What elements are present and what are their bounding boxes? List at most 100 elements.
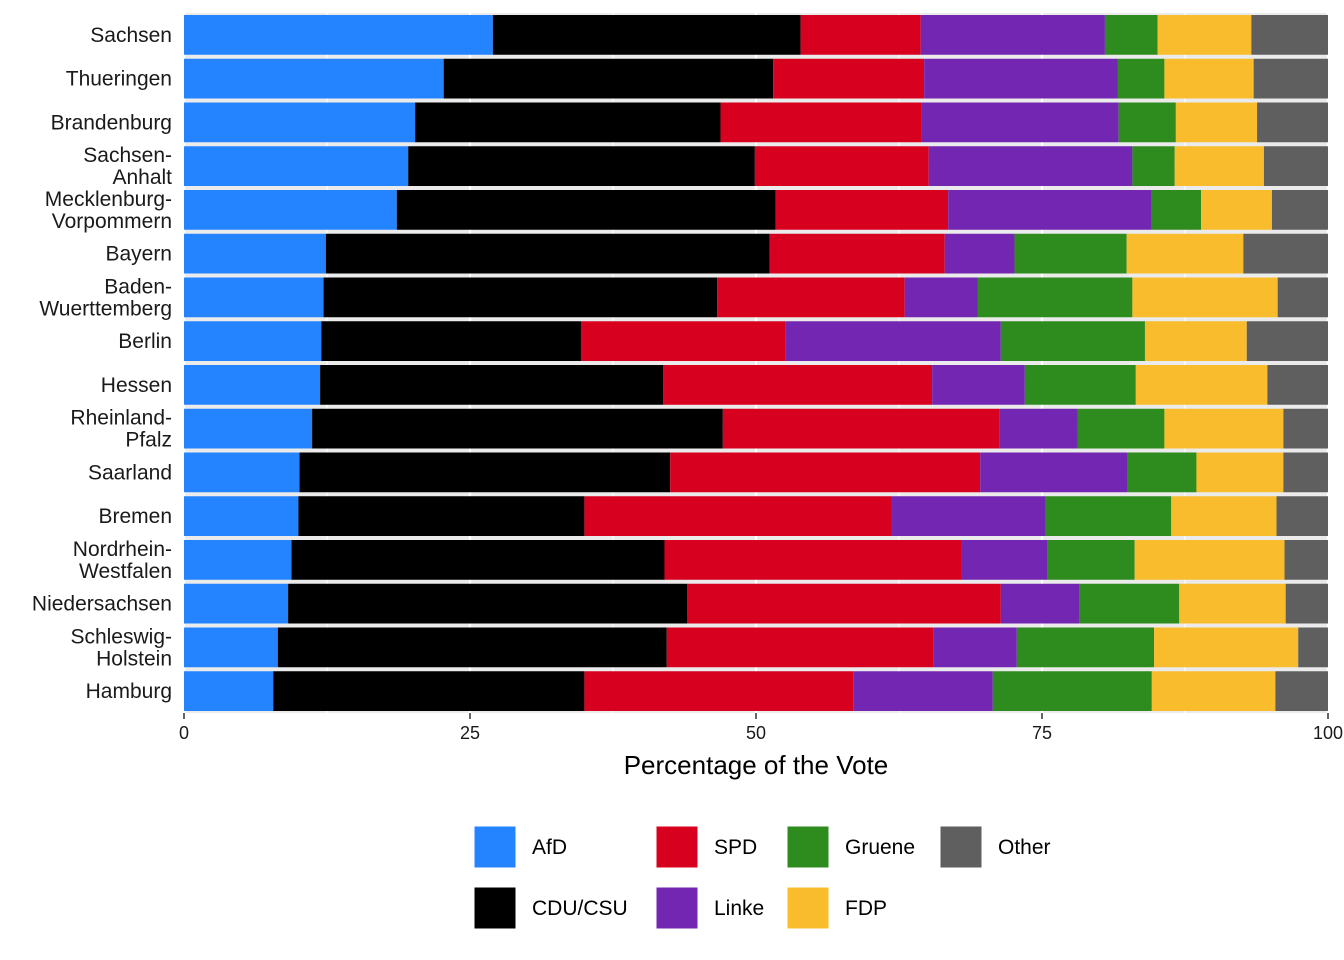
bar-segment-fdp [1151, 671, 1276, 711]
bar-segment-afd [184, 58, 444, 99]
bar-segment-cdu-csu [408, 146, 755, 186]
bar-segment-linke [932, 365, 1025, 405]
bar-segment-other [1276, 496, 1328, 536]
x-tick-label: 0 [179, 723, 189, 743]
bar-segment-spd [722, 408, 1000, 449]
bar-segment-other [1283, 408, 1328, 449]
bar-segment-gruene [977, 277, 1133, 318]
bar-segment-spd [663, 365, 933, 405]
x-tick-label: 50 [746, 723, 766, 743]
bar-segment-afd [184, 146, 409, 186]
bar-segment-afd [184, 540, 292, 580]
bar-segment-other [1277, 277, 1328, 318]
legend-swatch [786, 825, 830, 869]
legend-swatch [473, 825, 517, 869]
bar-segment-afd [184, 583, 289, 624]
bar-segment-spd [775, 190, 949, 230]
bar-segment-gruene [1127, 452, 1197, 493]
bar-segment-spd [584, 496, 891, 536]
bar-segment-other [1246, 321, 1328, 361]
bars [184, 15, 1328, 711]
bar-segment-cdu-csu [312, 408, 723, 449]
bar-segment-cdu-csu [299, 452, 671, 493]
bar-segment-gruene [1024, 365, 1136, 405]
bar-segment-linke [924, 58, 1118, 99]
bar-segment-other [1271, 190, 1328, 230]
plot-panel [182, 13, 1330, 713]
legend-swatch [655, 825, 699, 869]
bar-segment-afd [184, 365, 321, 405]
bar-segment-other [1275, 671, 1328, 711]
bar-segment-cdu-csu [325, 233, 770, 274]
bar-segment-other [1285, 583, 1328, 624]
bar-segment-afd [184, 102, 416, 143]
bar-segment-linke [948, 190, 1152, 230]
bar-segment-cdu-csu [277, 627, 667, 668]
legend-label: Other [998, 836, 1051, 859]
bar-segment-afd [184, 671, 274, 711]
bar-segment-fdp [1164, 58, 1254, 99]
bar-segment-gruene [1118, 102, 1176, 143]
bar-segment-spd [773, 58, 925, 99]
bar-segment-cdu-csu [298, 496, 585, 536]
bar-segment-spd [584, 671, 854, 711]
legend-item-gruene: Gruene [786, 825, 915, 869]
x-tick-label: 75 [1032, 723, 1052, 743]
bar-segment-gruene [992, 671, 1152, 711]
bar-segment-gruene [1104, 15, 1158, 55]
bar-segment-linke [853, 671, 993, 711]
bar-segment-afd [184, 496, 299, 536]
bar-segment-fdp [1135, 365, 1268, 405]
bar-segment-afd [184, 233, 326, 274]
bar-segment-other [1243, 233, 1328, 274]
bar-segment-linke [928, 146, 1133, 186]
bar-segment-cdu-csu [492, 15, 801, 55]
legend-item-other: Other [939, 825, 1051, 869]
bar-segment-spd [580, 321, 786, 361]
bar-segment-other [1263, 146, 1328, 186]
bar-segment-cdu-csu [323, 277, 718, 318]
state-label: Anhalt [112, 166, 172, 189]
bar-segment-cdu-csu [415, 102, 721, 143]
bar-segment-gruene [1132, 146, 1175, 186]
bar-segment-afd [184, 277, 324, 318]
legend-label: AfD [532, 836, 567, 859]
bar-segment-fdp [1175, 102, 1258, 143]
bar-segment-other [1284, 540, 1328, 580]
bar-segment-fdp [1134, 540, 1285, 580]
bar-segment-cdu-csu [291, 540, 665, 580]
legend-item-fdp: FDP [786, 886, 887, 930]
state-label: Bremen [98, 505, 172, 528]
legend: AfD CDU/CSU SPD Linke Gruene FDP Other [473, 825, 1051, 930]
bar-segment-spd [717, 277, 905, 318]
bar-segment-linke [980, 452, 1128, 493]
bar-segment-gruene [1077, 408, 1165, 449]
bar-segment-other [1253, 58, 1328, 99]
state-label: Niedersachsen [32, 593, 172, 616]
bar-segment-spd [666, 627, 934, 668]
state-label: Brandenburg [51, 111, 172, 134]
bar-segment-cdu-csu [288, 583, 688, 624]
bar-segment-afd [184, 321, 322, 361]
legend-item-afd: AfD [473, 825, 567, 869]
bar-segment-gruene [1047, 540, 1135, 580]
bar-segment-fdp [1179, 583, 1286, 624]
legend-item-linke: Linke [655, 886, 764, 930]
state-label: Bayern [105, 243, 172, 266]
bar-segment-spd [800, 15, 921, 55]
state-label: Holstein [96, 647, 172, 670]
legend-swatch [786, 886, 830, 930]
state-label: Schleswig- [70, 625, 172, 648]
bar-segment-fdp [1164, 408, 1284, 449]
bar-segment-linke [1000, 583, 1080, 624]
bar-segment-gruene [1117, 58, 1165, 99]
bar-segment-linke [921, 102, 1119, 143]
state-label: Sachsen [90, 24, 172, 47]
bar-segment-linke [890, 496, 1046, 536]
bar-segment-afd [184, 452, 300, 493]
legend-label: FDP [845, 897, 887, 920]
bar-segment-cdu-csu [443, 58, 774, 99]
state-label: Mecklenburg- [45, 188, 172, 211]
bar-segment-afd [184, 627, 278, 668]
